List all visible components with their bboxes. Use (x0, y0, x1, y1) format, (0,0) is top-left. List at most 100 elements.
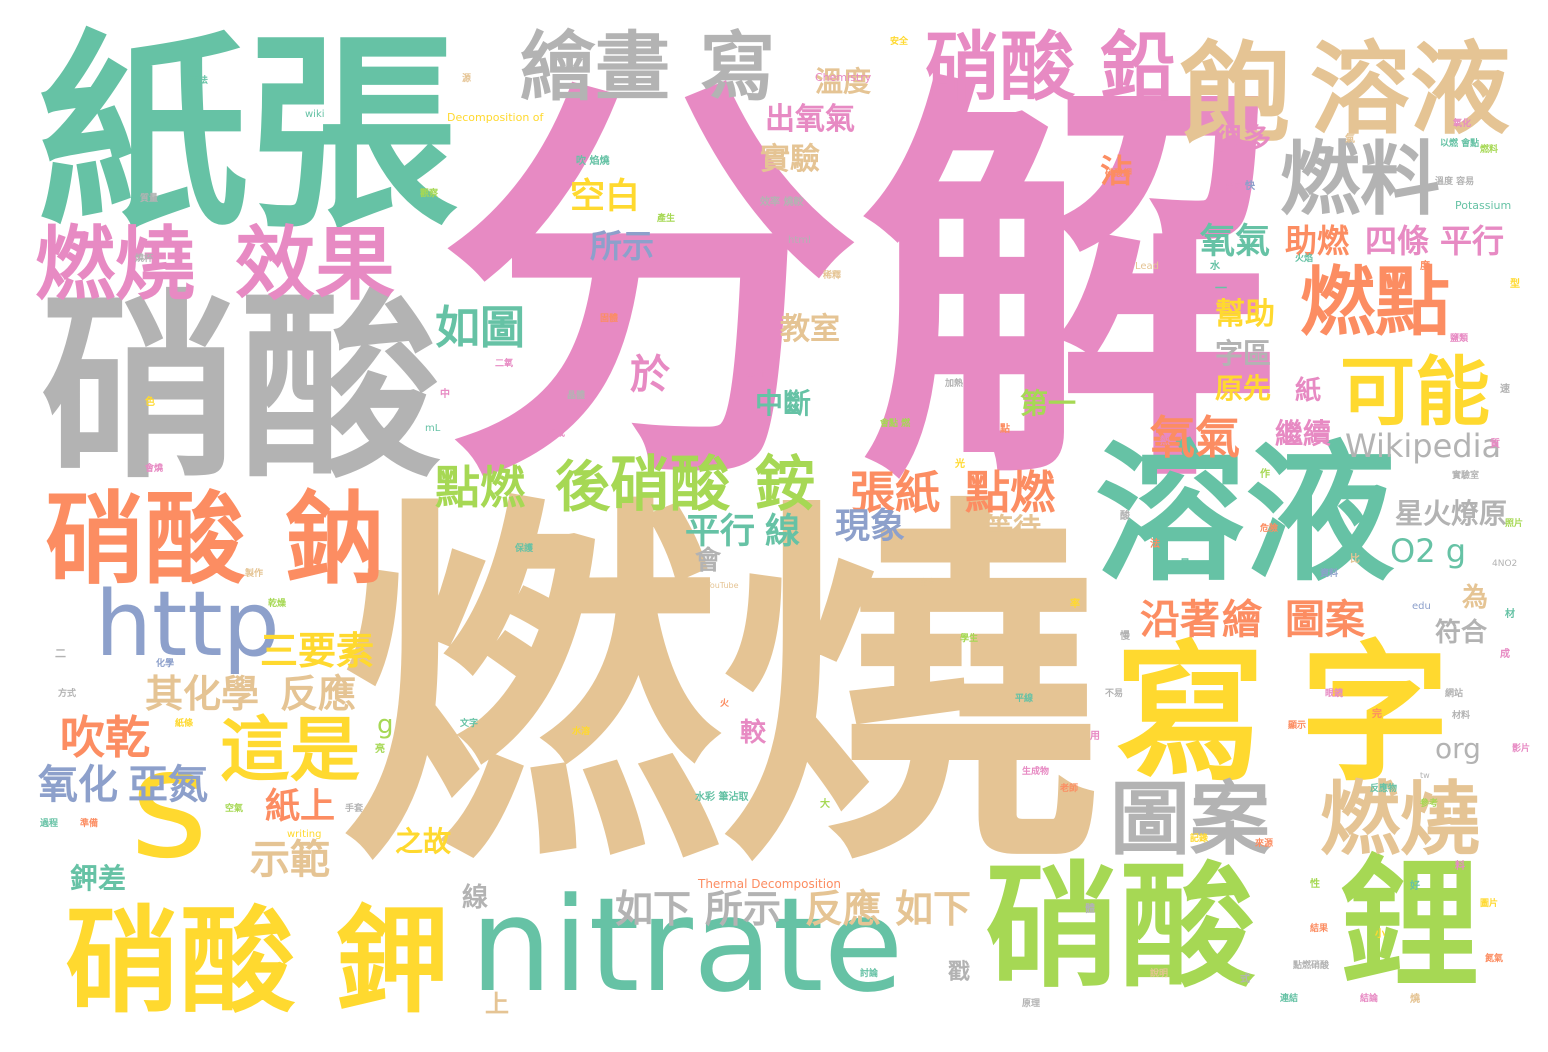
word-jiaoshi: 教室 (780, 312, 840, 347)
word-suoshi-blue: 所示 (590, 227, 655, 265)
word-char-153: 慢 (1120, 631, 1130, 642)
word-dianran-lime: 點燃 (435, 461, 526, 514)
word-wikipedia: Wikipedia (1345, 427, 1502, 465)
word-edu: edu (1412, 601, 1431, 612)
word-tiny-124: 固體 (600, 314, 619, 324)
word-zhizhang: 紙張 (38, 12, 459, 257)
word-ziqu: 字區 (1215, 337, 1272, 370)
word-tiny-186: 眼鏡 (1325, 689, 1344, 699)
word-rongye-green: 溶液 (1095, 428, 1396, 602)
word-tiny-195: 參考 (1420, 799, 1439, 809)
word-jixu: 繼續 (1275, 417, 1332, 450)
word-qian: 鉛 (1100, 23, 1176, 111)
word-hui: 會 (695, 546, 722, 576)
word-fuhe: 符合 (1435, 618, 1488, 648)
word-tiny-136: 步驟 (1225, 184, 1244, 194)
word-potassium: Potassium (1455, 199, 1512, 212)
word-char-173: 材 (1505, 609, 1515, 620)
word-char-142: 中 (440, 389, 450, 400)
word-yadan: 亞氮 (128, 762, 208, 808)
word-tiny-200: 影片 (1512, 744, 1531, 754)
word-fenjie: 分解 (440, 45, 1280, 534)
word-tiny-191: 討論 (860, 969, 879, 979)
word-sanyaosu: 三要素 (260, 629, 375, 673)
word-huihua: 繪畫 (520, 23, 671, 111)
word-char-168: 用 (1090, 731, 1100, 742)
word-youtube: YouTube (706, 581, 739, 590)
word-dianran-orange: 點燃 (965, 466, 1056, 519)
word-char-146: 燒 (1410, 994, 1420, 1005)
word-char-170: 法 (1150, 539, 1160, 550)
word-xiaosuan-lime2: 硝酸 (610, 450, 730, 520)
word-decomposition-of: Decomposition of (447, 111, 544, 124)
word-zhangzhi: 張紙 (850, 466, 941, 519)
word-tiny-114: 燃料 (1480, 145, 1499, 155)
word-jiacha: 鉀差 (70, 862, 127, 895)
word-tiny-178: 生成物 (1022, 767, 1050, 777)
word-xie: 寫 (1115, 628, 1266, 802)
word-tiny-193: 原理 (1022, 999, 1041, 1009)
word-tiny-206: 過程 (40, 819, 59, 829)
word-ranshao-tan: 燃燒 (1320, 773, 1480, 866)
word-chuyangqi: 出氧氣 (765, 102, 855, 137)
word-zheshi: 這是 (220, 709, 360, 791)
word-fanying-1: 反應 (280, 672, 357, 716)
word-tiny-108: 以燃 會點 (1440, 139, 1480, 149)
word-char-154: 完 (1372, 709, 1382, 720)
word-tiny-106: 吹 焰燒 (576, 156, 610, 167)
word-yuanxian: 原先 (1215, 372, 1272, 405)
word-xinghuoliaoyuan: 星火燎原 (1395, 497, 1508, 530)
word-xie-gray: 寫 (700, 23, 776, 111)
word-tiny-116: 火 (720, 699, 730, 709)
word-tiny-109: 點燃硝酸 (1293, 961, 1330, 971)
word-jia: 鉀 (335, 895, 451, 1029)
word-yangqi-orange: 氧氣 (1150, 411, 1241, 464)
word-wei: 為 (1462, 583, 1489, 613)
word-char-141: 二 (55, 647, 66, 660)
word-char-151: 亮 (375, 744, 385, 755)
word-fanying-2: 反應 (805, 887, 882, 931)
word-tiny-179: 氮氣 (1485, 954, 1504, 964)
word-tiny-119: 火焰 (1295, 254, 1314, 264)
word-tiny-183: 注意 (918, 579, 937, 589)
word-xiaoguo: 效果 (235, 218, 395, 311)
word-tiny-121: 平線 (1015, 694, 1034, 704)
word-shiyan: 實驗 (760, 142, 820, 177)
word-tiny-125: 產生 (657, 214, 676, 224)
word-ruxia-tan: 如下 (895, 887, 972, 931)
word-tiny-198: 網站 (1445, 689, 1464, 699)
word-zhi: 紙 (1295, 376, 1322, 406)
word-kongbai: 空白 (570, 177, 641, 217)
word-tiny-137: 材料 (1452, 711, 1471, 721)
word-tiny-204: 製作 (245, 569, 264, 579)
word-diyi: 第一 (1020, 387, 1077, 420)
word-ranshao-large: 燃燒 (340, 468, 1100, 911)
word-xiaosuan-pink: 硝酸 (925, 23, 1076, 111)
word-tiny-129: 鹽類 (1450, 334, 1469, 344)
word-tiny-123: 紙條 (175, 719, 194, 729)
word-tiny-118: 會燒 (145, 464, 164, 474)
word-bao: 飽 (1180, 31, 1290, 159)
word-tiny-176: 質量 (140, 194, 159, 204)
word-zi: 字 (1300, 628, 1451, 802)
word-tuan-gray: 圖案 (1110, 773, 1270, 866)
word-tiny-138: 學生 (960, 634, 979, 644)
word-xiaosuan-lime: 硝酸 (985, 849, 1255, 1006)
word-tiny-132: 燒杯 (135, 254, 154, 264)
word-lead: Lead (1135, 261, 1160, 272)
word-tiny-185: 保護 (515, 544, 534, 554)
word-tiny-120: 不易 (1105, 689, 1124, 699)
word-tw: tw (1420, 771, 1430, 780)
word-4no2: 4NO2 (1492, 559, 1518, 569)
word-char-161: 質 (1490, 439, 1500, 450)
word-chemistry: Chemistry (815, 71, 872, 84)
word-ruxia-gray: 如下 (615, 887, 692, 931)
word-tiny-192: 結論 (1360, 994, 1379, 1004)
word-tiny-194: 說明 (1150, 969, 1169, 979)
word-tuan-orange: 圖案 (1285, 597, 1365, 643)
word-char-152: 快 (1245, 181, 1255, 192)
word-tiny-127: 晶體 (567, 391, 586, 401)
word-http: http (95, 572, 280, 677)
word-ranliao: 燃料 (1280, 133, 1440, 226)
